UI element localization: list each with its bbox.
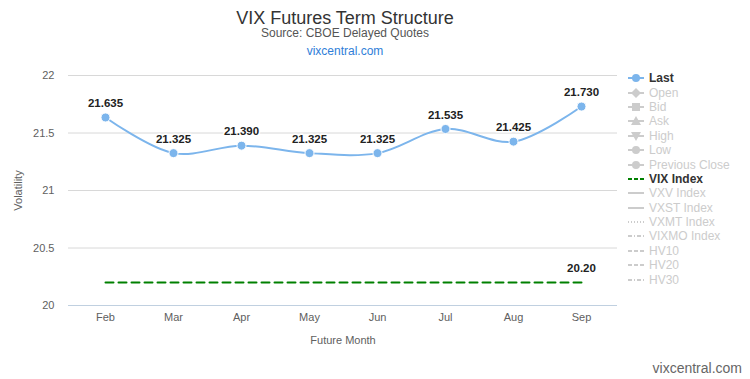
html-text:VIX Futures Term Structure: VIX Futures Term Structure bbox=[236, 8, 454, 28]
svg-text:21.325: 21.325 bbox=[360, 133, 396, 145]
html-text:VIX Index: VIX Index bbox=[649, 171, 703, 186]
svg-text:Aug: Aug bbox=[504, 311, 524, 323]
html-text:Previous Close: Previous Close bbox=[649, 157, 730, 172]
html-text:Open: Open bbox=[649, 85, 679, 100]
svg-text:21.5: 21.5 bbox=[33, 127, 54, 139]
html-text:Source: CBOE Delayed Quotes: Source: CBOE Delayed Quotes bbox=[261, 26, 429, 40]
svg-text:Apr: Apr bbox=[233, 311, 250, 323]
html-text:High: High bbox=[649, 128, 674, 143]
html-text:Last: Last bbox=[649, 71, 674, 86]
svg-text:Sep: Sep bbox=[572, 311, 592, 323]
html-text:Low: Low bbox=[649, 143, 671, 158]
svg-text:Jun: Jun bbox=[369, 311, 387, 323]
svg-text:20.20: 20.20 bbox=[567, 262, 596, 274]
html-text:VXST Index: VXST Index bbox=[649, 200, 713, 215]
html-text:vixcentral.com: vixcentral.com bbox=[652, 360, 742, 376]
svg-text:21.325: 21.325 bbox=[156, 133, 192, 145]
html-text:vixcentral.com: vixcentral.com bbox=[306, 44, 384, 58]
svg-text:Feb: Feb bbox=[96, 311, 115, 323]
svg-text:20: 20 bbox=[42, 299, 54, 311]
html-text:HV10: HV10 bbox=[649, 243, 679, 258]
html-text:VIXMO Index: VIXMO Index bbox=[649, 229, 721, 244]
html-text:HV30: HV30 bbox=[649, 272, 679, 287]
html-text:Bid: Bid bbox=[649, 100, 667, 114]
svg-text:Future Month: Future Month bbox=[310, 334, 375, 346]
svg-text:May: May bbox=[299, 311, 320, 323]
svg-text:21: 21 bbox=[42, 184, 54, 196]
svg-text:21.425: 21.425 bbox=[496, 121, 532, 133]
html-text:HV20: HV20 bbox=[649, 258, 679, 273]
svg-text:20.5: 20.5 bbox=[33, 242, 54, 254]
html-text:Ask: Ask bbox=[649, 114, 669, 129]
html-text:VXV Index: VXV Index bbox=[649, 186, 706, 201]
svg-text:21.390: 21.390 bbox=[224, 125, 259, 137]
svg-text:Mar: Mar bbox=[164, 311, 183, 323]
svg-text:Volatility: Volatility bbox=[12, 170, 24, 211]
svg-text:21.325: 21.325 bbox=[292, 133, 328, 145]
svg-text:21.635: 21.635 bbox=[88, 97, 124, 109]
html-text:VXMT Index: VXMT Index bbox=[649, 215, 715, 230]
svg-text:21.535: 21.535 bbox=[428, 109, 464, 121]
svg-text:22: 22 bbox=[42, 69, 54, 81]
svg-text:21.730: 21.730 bbox=[564, 86, 599, 98]
svg-text:Jul: Jul bbox=[438, 311, 452, 323]
